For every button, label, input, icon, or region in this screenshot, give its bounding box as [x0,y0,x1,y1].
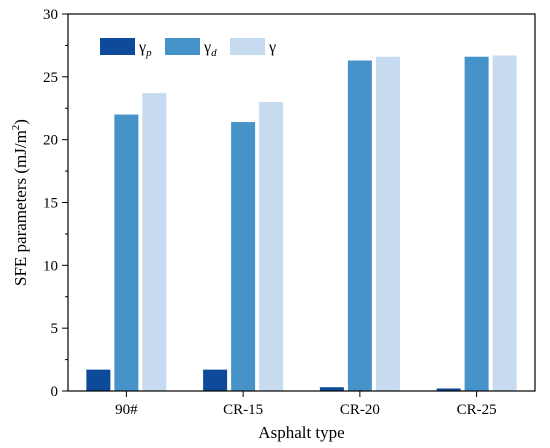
legend-swatch-1 [100,38,135,55]
x-tick-label: CR-20 [340,402,380,418]
legend: γp γd γ [100,38,276,59]
y-tick-label: 5 [51,321,59,337]
legend-label-3: γ [268,39,276,56]
legend-swatch-3 [230,38,265,55]
y-tick-label: 25 [43,70,58,86]
bars [86,55,517,392]
y-axis: 0 5 10 15 20 25 30 [43,7,68,400]
y-axis-title: SFE parameters (mJ/m2) [10,119,30,286]
bar-1-cr15 [203,369,228,391]
x-tick-label: 90# [115,402,138,418]
bar-1-90 [86,369,111,391]
y-tick-label: 20 [43,133,58,149]
legend-label-1: γp [138,39,152,59]
x-tick-label: CR-15 [223,402,263,418]
bar-2-cr25 [464,56,489,392]
bar-2-90 [114,114,139,392]
y-tick-label: 30 [43,7,58,23]
bar-3-cr15 [259,101,284,391]
bar-2-cr20 [347,60,372,391]
x-axis: 90# CR-15 CR-20 CR-25 [115,391,497,418]
legend-label-2: γd [203,39,217,59]
bar-2-cr15 [231,122,256,391]
x-tick-label: CR-25 [457,402,497,418]
y-tick-label: 15 [43,196,58,212]
y-tick-label: 0 [51,384,59,400]
bar-1-cr20 [319,387,344,391]
y-tick-label: 10 [43,258,58,274]
legend-swatch-2 [165,38,200,55]
bar-3-90 [142,93,167,392]
x-axis-title: Asphalt type [258,423,344,442]
bar-3-cr25 [492,55,517,391]
bar-1-cr25 [436,388,461,391]
bar-3-cr20 [375,56,400,392]
